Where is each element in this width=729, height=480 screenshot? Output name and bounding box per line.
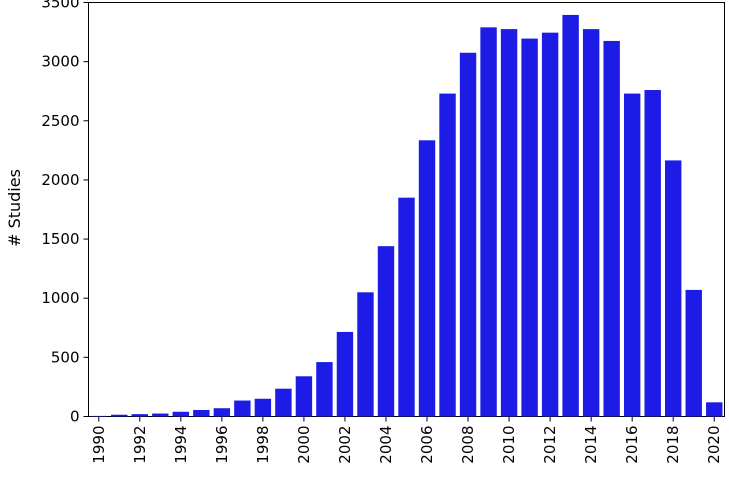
bar-2008 <box>459 52 477 417</box>
y-tick-label: 3500 <box>41 0 79 12</box>
bar-2004 <box>377 246 395 417</box>
x-tick-label: 1994 <box>172 426 190 464</box>
y-tick-label: 2000 <box>41 171 79 189</box>
bar-2020 <box>706 402 723 417</box>
y-tick-label: 0 <box>70 408 80 426</box>
bar-1996 <box>213 408 231 417</box>
y-tick-label: 3000 <box>41 53 79 71</box>
bar-1998 <box>254 398 272 417</box>
x-tick-label: 2004 <box>377 426 395 464</box>
x-tick-label: 2020 <box>705 426 723 464</box>
bar-2011 <box>521 38 538 417</box>
x-tick-label: 2010 <box>500 426 518 464</box>
x-tick-label: 2018 <box>664 426 682 464</box>
bar-2012 <box>541 32 559 417</box>
bar-1994 <box>172 411 190 417</box>
bar-2005 <box>398 197 415 417</box>
x-tick-label: 1990 <box>90 426 108 464</box>
x-tick-label: 1998 <box>254 426 272 464</box>
x-tick-label: 2002 <box>336 426 354 464</box>
x-tick-label: 2008 <box>459 426 477 464</box>
x-tick-label: 2012 <box>541 426 559 464</box>
y-axis: 0 500 1000 1500 2000 2500 3000 3500 <box>41 0 89 426</box>
bar-2019 <box>685 289 702 417</box>
bar-2001 <box>316 362 333 417</box>
bar-2016 <box>623 93 641 417</box>
bar-2003 <box>357 292 374 417</box>
bar-2000 <box>295 376 313 417</box>
bar-2017 <box>644 90 661 417</box>
bar-1992 <box>131 414 148 417</box>
x-tick-label: 2006 <box>418 426 436 464</box>
x-tick-label: 1996 <box>213 426 231 464</box>
x-tick-label: 2016 <box>623 426 641 464</box>
bar-2018 <box>665 160 682 417</box>
bar-2014 <box>582 29 600 417</box>
x-axis: 1990 1992 1994 1996 1998 2000 2002 2004 2006 2008… <box>90 416 723 464</box>
bar-2010 <box>500 29 518 417</box>
bar-1993 <box>152 413 169 417</box>
bar-2009 <box>480 27 497 417</box>
bar-2006 <box>418 140 436 417</box>
y-tick-label: 500 <box>51 348 80 366</box>
bar-1997 <box>234 400 251 417</box>
bar-2007 <box>439 93 456 417</box>
y-tick-label: 1000 <box>41 289 79 307</box>
y-tick-label: 2500 <box>41 112 79 130</box>
x-tick-label: 2014 <box>582 426 600 464</box>
bar-2002 <box>336 331 354 417</box>
y-tick-label: 1500 <box>41 230 79 248</box>
bar-1990 <box>90 415 107 417</box>
bars-group <box>90 14 723 417</box>
bar-2013 <box>562 14 579 417</box>
bar-2015 <box>603 40 620 417</box>
x-tick-label: 1992 <box>131 426 149 464</box>
bar-1991 <box>111 414 128 417</box>
x-tick-label: 2000 <box>295 426 313 464</box>
bar-1995 <box>193 409 210 417</box>
y-axis-label: # Studies <box>5 169 24 247</box>
bar-1999 <box>275 388 292 417</box>
